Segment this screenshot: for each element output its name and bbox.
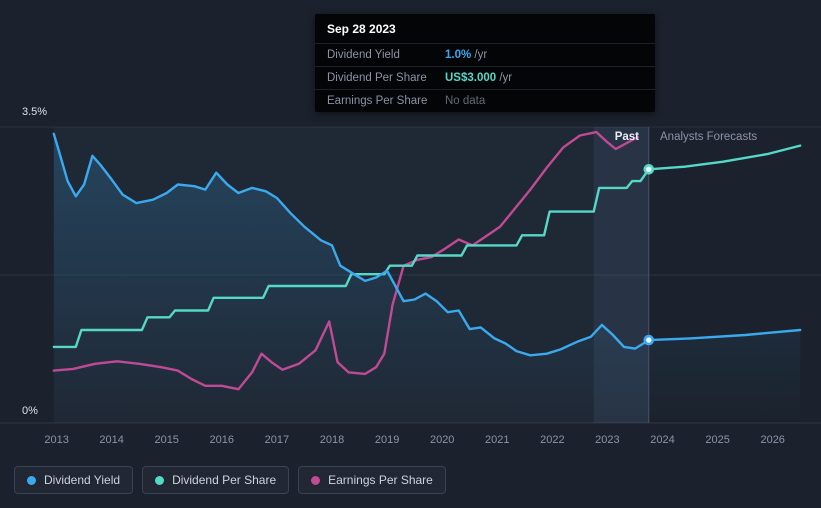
x-tick-label: 2013 xyxy=(44,434,68,446)
tooltip-row-earnings-per-share: Earnings Per Share No data xyxy=(315,89,655,112)
tooltip-label: Earnings Per Share xyxy=(327,95,428,107)
dividend-per-share-dot-icon xyxy=(155,475,165,485)
legend-label: Dividend Per Share xyxy=(172,473,277,487)
analysts-forecasts-label: Analysts Forecasts xyxy=(660,131,758,143)
tooltip-date: Sep 28 2023 xyxy=(327,22,396,36)
x-tick-label: 2016 xyxy=(210,434,234,446)
dividend-yield-dot-icon xyxy=(27,475,36,485)
tooltip-label: Dividend Yield xyxy=(327,49,400,61)
x-tick-label: 2018 xyxy=(320,434,344,446)
dividend-yield-area xyxy=(53,133,801,424)
tooltip-label: Dividend Per Share xyxy=(327,72,427,84)
past-region-label: Past xyxy=(614,131,639,143)
legend-item-earnings-per-share[interactable]: Earnings Per Share xyxy=(298,466,446,494)
x-tick-label: 2020 xyxy=(430,434,454,446)
series-marker-dividend_per_share[interactable] xyxy=(643,164,655,175)
legend: Dividend Yield Dividend Per Share Earnin… xyxy=(14,466,446,494)
x-tick-label: 2026 xyxy=(760,434,784,446)
x-tick-label: 2015 xyxy=(154,434,178,446)
tooltip-row-dividend-yield: Dividend Yield 1.0% /yr xyxy=(315,43,655,66)
x-tick-label: 2017 xyxy=(265,434,289,446)
x-tick-label: 2024 xyxy=(650,434,674,446)
x-tick-label: 2021 xyxy=(485,434,509,446)
tooltip-value: US$3.000 /yr xyxy=(445,72,513,84)
series-line-earnings_per_share xyxy=(52,130,639,391)
series-line-dividend_yield xyxy=(52,132,802,357)
tooltip-value: No data xyxy=(445,95,486,107)
x-tick-label: 2019 xyxy=(375,434,399,446)
legend-label: Dividend Yield xyxy=(44,473,121,487)
tooltip-row-dividend-per-share: Dividend Per Share US$3.000 /yr xyxy=(315,66,655,89)
y-axis-label-max: 3.5% xyxy=(22,106,48,118)
tooltip-value: 1.0% /yr xyxy=(445,49,488,61)
x-tick-label: 2014 xyxy=(99,434,123,446)
series-line-dividend_per_share xyxy=(52,144,802,349)
earnings-per-share-dot-icon xyxy=(311,475,321,485)
tooltip: Sep 28 2023 Dividend Yield 1.0% /yr Divi… xyxy=(315,14,655,112)
x-tick-label: 2025 xyxy=(705,434,729,446)
chart-canvas: 2013 2014 2015 2016 2017 2018 2019 2020 2021 2022… xyxy=(0,126,821,446)
series-marker-dividend_yield[interactable] xyxy=(643,334,655,346)
legend-item-dividend-per-share[interactable]: Dividend Per Share xyxy=(142,466,290,494)
legend-item-dividend-yield[interactable]: Dividend Yield xyxy=(14,466,134,494)
y-axis-label-min: 0% xyxy=(22,405,38,417)
legend-label: Earnings Per Share xyxy=(328,473,433,487)
x-tick-label: 2022 xyxy=(540,434,564,446)
x-tick-label: 2023 xyxy=(595,434,619,446)
